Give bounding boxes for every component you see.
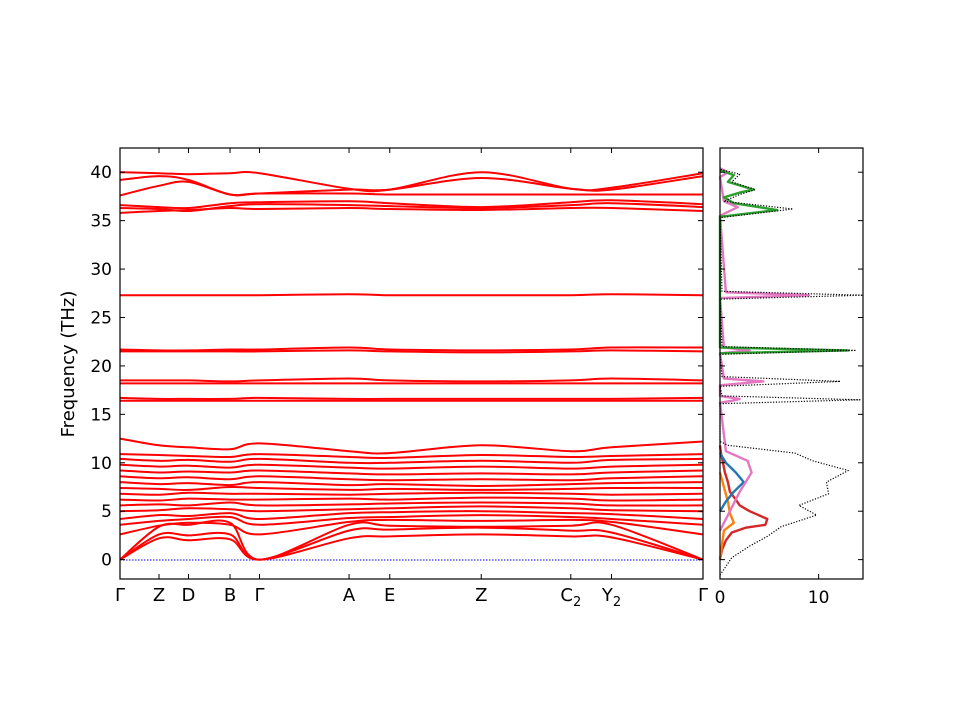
x-tick-label: C2 (560, 585, 581, 610)
band-line (119, 475, 704, 482)
band-line (119, 533, 704, 561)
x-tick-subscript: 2 (573, 595, 581, 610)
band-line (119, 501, 704, 507)
dos-curves (718, 167, 864, 576)
band-line (119, 202, 704, 213)
y-axis-label: Frequency (THz) (58, 291, 79, 438)
band-line (119, 180, 703, 197)
band-line (119, 199, 704, 210)
x-tick-label: D (182, 585, 196, 606)
band-line (119, 469, 704, 476)
band-line (119, 437, 704, 455)
band-line (120, 293, 704, 297)
y-tick-label: 20 (90, 357, 112, 377)
x-tick-label: A (343, 585, 356, 606)
x-tick-subscript: 2 (613, 595, 621, 610)
band-line (119, 519, 704, 561)
band-plot-frame (119, 147, 704, 580)
x-tick-label: Γ (254, 585, 264, 606)
band-line (119, 491, 704, 496)
x-tick-label: B (224, 585, 236, 606)
band-line (119, 526, 704, 561)
x-tick-label: E (384, 585, 395, 606)
band-lines (119, 171, 704, 561)
band-line (119, 463, 704, 470)
y-tick-label: 30 (90, 260, 112, 280)
band-line (119, 505, 704, 513)
y-tick-label: 25 (90, 308, 112, 328)
y-tick-label: 35 (90, 212, 112, 232)
x-tick-label: Y2 (601, 585, 621, 610)
band-line (119, 496, 704, 502)
dos-x-axis: 0 10 (715, 148, 830, 608)
dos-partial-curve (718, 169, 850, 355)
dos-y-axis (720, 171, 863, 561)
band-y-axis: 0 5 10 15 20 25 30 35 40 (90, 163, 703, 571)
band-line (119, 518, 704, 536)
x-tick-label: Γ (698, 585, 708, 606)
band-line (119, 510, 704, 521)
y-tick-label: 10 (90, 454, 112, 474)
dos-total-curve (719, 168, 864, 576)
y-tick-label: 40 (90, 163, 112, 183)
dos-partial-curve (718, 445, 769, 560)
band-line (119, 514, 704, 526)
dos-x-tick-label: 0 (715, 588, 726, 608)
y-tick-label: 5 (101, 502, 112, 522)
dos-plot-frame (719, 147, 864, 580)
dos-plot-area (720, 148, 863, 579)
band-line (119, 485, 704, 491)
dos-partial-curve (718, 167, 810, 532)
band-line (119, 396, 704, 400)
dos-x-tick-label: 10 (808, 588, 830, 608)
y-tick-label: 15 (90, 405, 112, 425)
dos-partial-curve (718, 452, 745, 512)
x-tick-label: Γ (115, 585, 125, 606)
band-line (119, 453, 704, 460)
band-line (120, 377, 704, 383)
x-tick-label: Z (153, 585, 165, 606)
band-line (119, 171, 704, 193)
x-tick-label: Z (475, 585, 487, 606)
y-tick-label: 0 (101, 551, 112, 571)
band-line (119, 346, 704, 352)
band-line (119, 457, 704, 465)
band-line (119, 481, 704, 488)
dos-panel: 0 10 (715, 147, 864, 608)
